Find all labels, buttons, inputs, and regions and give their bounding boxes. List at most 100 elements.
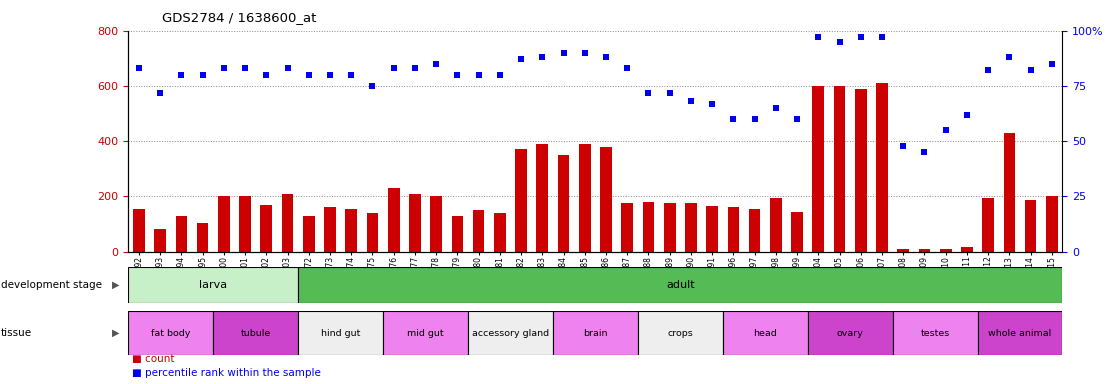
Bar <box>175 216 187 252</box>
Text: ovary: ovary <box>837 329 864 338</box>
Point <box>915 149 933 155</box>
Point <box>1021 68 1039 74</box>
Point <box>809 34 827 40</box>
Point <box>215 65 233 71</box>
Point <box>173 72 191 78</box>
Point <box>703 101 721 107</box>
Bar <box>154 230 166 252</box>
Text: larva: larva <box>199 280 228 290</box>
Point <box>1042 61 1060 67</box>
FancyBboxPatch shape <box>298 311 383 355</box>
Bar <box>876 83 888 252</box>
FancyBboxPatch shape <box>468 311 552 355</box>
Point <box>724 116 742 122</box>
Bar <box>940 249 952 252</box>
Bar <box>260 205 272 252</box>
FancyBboxPatch shape <box>128 311 213 355</box>
Bar <box>600 147 612 252</box>
Point <box>767 105 785 111</box>
FancyBboxPatch shape <box>808 311 893 355</box>
Bar <box>749 209 760 252</box>
Text: crops: crops <box>667 329 693 338</box>
Point <box>385 65 403 71</box>
FancyBboxPatch shape <box>723 311 808 355</box>
Bar <box>579 144 590 252</box>
Bar <box>516 149 527 252</box>
Bar <box>558 155 569 252</box>
Text: brain: brain <box>584 329 607 338</box>
Bar <box>791 212 802 252</box>
Bar <box>281 194 294 252</box>
Bar <box>537 144 548 252</box>
Point <box>788 116 806 122</box>
Point <box>873 34 891 40</box>
Bar <box>622 203 633 252</box>
Text: whole animal: whole animal <box>989 329 1051 338</box>
Text: ▶: ▶ <box>112 328 119 338</box>
Bar <box>1024 200 1037 252</box>
Bar <box>452 216 463 252</box>
Point <box>555 50 573 56</box>
Bar <box>1003 133 1016 252</box>
Bar <box>410 194 421 252</box>
Bar <box>431 196 442 252</box>
Point <box>512 56 530 63</box>
Bar <box>1046 196 1058 252</box>
Bar <box>834 86 845 252</box>
Point <box>682 98 700 104</box>
Text: ▶: ▶ <box>112 280 119 290</box>
FancyBboxPatch shape <box>893 311 978 355</box>
Text: head: head <box>753 329 777 338</box>
Point <box>745 116 763 122</box>
Bar <box>196 223 209 252</box>
FancyBboxPatch shape <box>213 311 298 355</box>
FancyBboxPatch shape <box>638 311 723 355</box>
Bar <box>812 86 824 252</box>
Text: tissue: tissue <box>1 328 32 338</box>
FancyBboxPatch shape <box>552 311 638 355</box>
Point <box>300 72 318 78</box>
FancyBboxPatch shape <box>978 311 1062 355</box>
Bar <box>643 202 654 252</box>
Point <box>979 68 997 74</box>
Point <box>936 127 954 133</box>
Bar <box>855 89 867 252</box>
Point <box>533 54 551 60</box>
Point <box>597 54 615 60</box>
Point <box>491 72 509 78</box>
Point <box>449 72 466 78</box>
Point <box>364 83 382 89</box>
Point <box>618 65 636 71</box>
Text: testes: testes <box>921 329 950 338</box>
Text: tubule: tubule <box>241 329 271 338</box>
FancyBboxPatch shape <box>298 267 1062 303</box>
Point <box>258 72 276 78</box>
Point <box>1000 54 1018 60</box>
Point <box>639 89 657 96</box>
Bar <box>388 188 400 252</box>
Bar <box>494 213 506 252</box>
Bar <box>685 203 696 252</box>
Point <box>661 89 679 96</box>
Bar <box>770 198 781 252</box>
Point <box>576 50 594 56</box>
Bar <box>897 249 910 252</box>
Point <box>470 72 488 78</box>
Point <box>131 65 148 71</box>
Text: ■ count: ■ count <box>132 354 174 364</box>
Point <box>427 61 445 67</box>
Point <box>894 142 912 149</box>
Text: development stage: development stage <box>1 280 103 290</box>
Bar <box>218 196 230 252</box>
Bar <box>706 206 718 252</box>
Text: accessory gland: accessory gland <box>472 329 549 338</box>
Text: adult: adult <box>666 280 694 290</box>
FancyBboxPatch shape <box>128 267 298 303</box>
Text: fat body: fat body <box>151 329 191 338</box>
Text: ■ percentile rank within the sample: ■ percentile rank within the sample <box>132 368 320 378</box>
Point <box>237 65 254 71</box>
Text: mid gut: mid gut <box>407 329 444 338</box>
Point <box>194 72 212 78</box>
Bar <box>473 210 484 252</box>
Point <box>830 39 848 45</box>
